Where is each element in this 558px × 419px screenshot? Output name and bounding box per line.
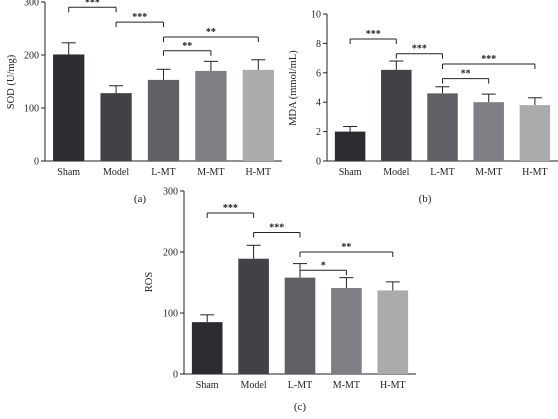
x-tick-label: M-MT <box>475 167 502 178</box>
y-tick-label: 6 <box>316 68 321 79</box>
y-tick-label: 4 <box>316 98 321 109</box>
bar-model <box>381 69 412 161</box>
chart-panel-b: 0 2 4 6 8 10 MDA (mmol/mL) Sham Model L-MT M-MT H-M… <box>288 10 558 205</box>
bar-m-mt <box>195 70 227 161</box>
x-tick-label: Model <box>383 167 409 178</box>
y-tick-label: 0 <box>173 370 178 381</box>
bar-m-mt <box>473 102 504 161</box>
x-tick-label: Model <box>103 167 129 178</box>
y-tick-label: 0 <box>34 157 39 168</box>
significance-label: *** <box>366 29 381 40</box>
bar-h-mt <box>519 105 551 161</box>
y-axis-title: ROS <box>144 272 155 293</box>
significance-label: *** <box>412 44 427 55</box>
y-axis-title: SOD (U/mg) <box>6 54 17 109</box>
bar-sham <box>53 54 85 161</box>
x-tick-label: H-MT <box>246 167 272 178</box>
bar-model <box>238 258 269 374</box>
y-tick-label: 2 <box>316 127 321 138</box>
significance-label: ** <box>182 41 192 52</box>
x-tick-label: Sham <box>196 380 219 391</box>
y-tick-label: 0 <box>316 157 321 168</box>
significance-label: *** <box>481 54 496 65</box>
y-tick-label: 8 <box>316 39 321 50</box>
panel-label: (a) <box>134 193 147 205</box>
x-tick-label: M-MT <box>197 167 224 178</box>
bar-h-mt <box>377 290 409 374</box>
bar-sham <box>334 131 366 161</box>
y-tick-label: 200 <box>163 248 178 259</box>
bar-model <box>100 93 132 161</box>
significance-label: *** <box>132 12 147 23</box>
significance-label: *** <box>269 222 284 233</box>
y-axis-title: MDA (mmol/mL) <box>288 50 299 126</box>
x-tick-label: L-MT <box>430 167 454 178</box>
significance-label: * <box>321 260 326 271</box>
significance-label: *** <box>85 0 100 8</box>
bar-m-mt <box>331 287 362 374</box>
y-tick-label: 300 <box>163 187 178 198</box>
bar-h-mt <box>242 69 274 161</box>
x-tick-label: H-MT <box>522 167 548 178</box>
x-tick-label: H-MT <box>380 380 406 391</box>
bar-l-mt <box>284 277 316 374</box>
x-tick-label: M-MT <box>333 380 360 391</box>
panel-label: (c) <box>294 401 307 413</box>
y-tick-label: 200 <box>24 51 39 62</box>
x-tick-label: L-MT <box>288 380 312 391</box>
y-tick-label: 100 <box>24 104 39 115</box>
panel-label: (b) <box>419 193 432 205</box>
bar-l-mt <box>147 79 180 161</box>
x-tick-label: Model <box>241 380 267 391</box>
significance-label: ** <box>461 69 471 80</box>
x-tick-label: Sham <box>57 167 80 178</box>
y-tick-label: 100 <box>163 309 178 320</box>
chart-panel-a: 0 100 200 300 SOD (U/mg) Sham Model L-MT M-MT H-M… <box>6 0 282 205</box>
significance-label: *** <box>223 203 238 214</box>
bar-l-mt <box>427 93 458 161</box>
bar-sham <box>191 322 223 374</box>
x-tick-label: Sham <box>339 167 362 178</box>
x-tick-label: L-MT <box>151 167 175 178</box>
y-tick-label: 10 <box>311 10 321 21</box>
significance-label: ** <box>341 242 351 253</box>
significance-label: ** <box>206 27 216 38</box>
y-tick-label: 300 <box>24 0 39 9</box>
